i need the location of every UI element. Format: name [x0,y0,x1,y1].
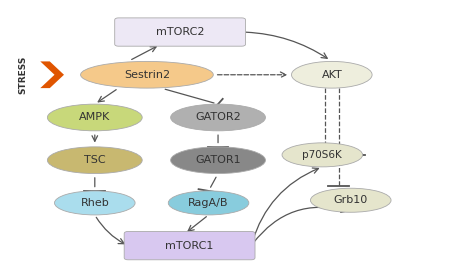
Ellipse shape [171,147,265,174]
Ellipse shape [310,188,391,212]
Text: RagA/B: RagA/B [188,198,229,208]
Ellipse shape [171,104,265,131]
Ellipse shape [81,61,213,88]
Text: Grb10: Grb10 [334,195,368,205]
Text: AMPK: AMPK [79,112,110,123]
Text: Sestrin2: Sestrin2 [124,70,170,80]
Ellipse shape [55,191,135,215]
Ellipse shape [47,104,142,131]
Text: p70S6K: p70S6K [302,150,342,160]
Ellipse shape [168,191,249,215]
Text: Rheb: Rheb [81,198,109,208]
Text: GATOR1: GATOR1 [195,155,241,165]
Text: STRESS: STRESS [18,56,27,94]
FancyBboxPatch shape [115,18,246,46]
Polygon shape [40,61,64,88]
Text: mTORC1: mTORC1 [165,241,214,251]
FancyBboxPatch shape [124,231,255,260]
Ellipse shape [282,143,363,167]
Text: AKT: AKT [321,70,342,80]
Ellipse shape [47,147,142,174]
Text: TSC: TSC [84,155,106,165]
Ellipse shape [292,61,372,88]
Text: mTORC2: mTORC2 [156,27,204,37]
Text: GATOR2: GATOR2 [195,112,241,123]
